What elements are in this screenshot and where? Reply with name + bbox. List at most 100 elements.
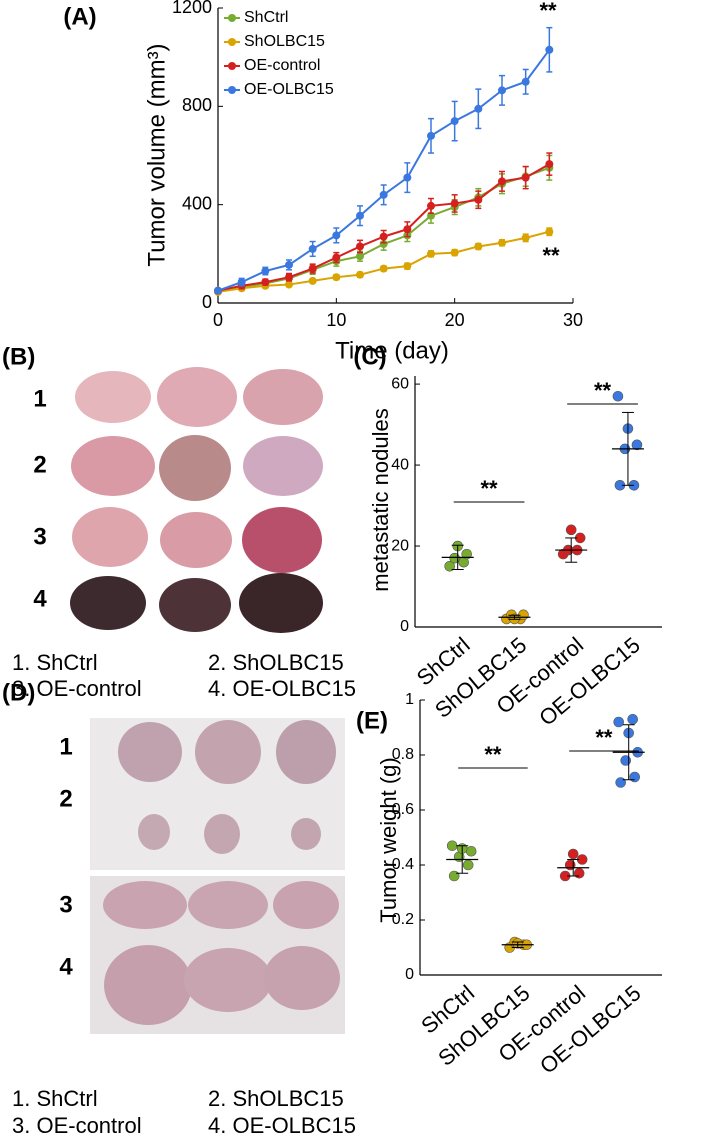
- data-point: [427, 201, 435, 210]
- data-point: [627, 713, 639, 725]
- data-point: [379, 232, 388, 241]
- data-point: [446, 840, 458, 852]
- legend-marker: [228, 38, 236, 46]
- panel-label: (A): [63, 3, 96, 30]
- significance: **: [595, 725, 613, 750]
- data-point: [450, 117, 459, 126]
- data-point: [285, 273, 293, 282]
- data-point: [448, 870, 460, 882]
- data-point: [308, 264, 317, 273]
- data-point: [356, 211, 364, 220]
- data-point: [462, 859, 474, 871]
- data-point: [545, 227, 554, 236]
- data-point: [285, 280, 293, 289]
- y-tick-label: 1: [405, 691, 414, 708]
- x-tick-label: 20: [445, 310, 465, 330]
- panel-label: (B): [2, 343, 35, 370]
- legend-label: OE-OLBC15: [244, 81, 334, 98]
- data-point: [474, 104, 483, 113]
- legend-text: 3. OE-control: [12, 1113, 142, 1138]
- data-point: [545, 160, 554, 169]
- data-point: [308, 244, 317, 253]
- y-tick-label: 400: [182, 193, 212, 213]
- legend-marker: [228, 62, 236, 70]
- legend-label: ShOLBC15: [244, 33, 325, 50]
- data-point: [573, 867, 585, 879]
- y-tick-label: 1200: [172, 0, 212, 17]
- y-tick-label: 20: [391, 537, 409, 554]
- y-tick-label: 0.6: [392, 801, 414, 818]
- data-point: [379, 240, 388, 248]
- x-tick-label: 0: [213, 310, 223, 330]
- data-point: [308, 276, 317, 285]
- legend-text: 3. OE-control: [12, 676, 142, 701]
- data-point: [332, 253, 341, 262]
- y-axis-title: Tumor weight (g): [376, 757, 401, 922]
- data-point: [450, 199, 459, 208]
- data-point: [521, 233, 530, 242]
- legend-text: 2. ShOLBC15: [208, 650, 344, 675]
- y-tick-label: 0: [400, 618, 409, 635]
- legend-marker: [228, 14, 236, 22]
- row-label: 3: [33, 523, 46, 550]
- data-point: [403, 262, 412, 271]
- legend-label: OE-control: [244, 57, 320, 74]
- significance: **: [484, 742, 502, 767]
- data-point: [356, 270, 364, 279]
- y-tick-label: 0: [405, 966, 414, 983]
- significance: **: [594, 378, 612, 403]
- data-point: [261, 278, 270, 287]
- tumor-photos: [90, 718, 345, 1034]
- y-axis-title: Tumor volume (mm³): [143, 43, 170, 266]
- significance: **: [539, 0, 557, 23]
- data-point: [498, 177, 506, 186]
- legend-marker: [228, 86, 236, 94]
- data-point: [356, 252, 364, 261]
- panel-label: (E): [356, 707, 388, 734]
- row-label: 4: [59, 953, 73, 980]
- data-point: [332, 231, 341, 240]
- data-point: [498, 238, 506, 247]
- x-tick-label: 10: [326, 310, 346, 330]
- data-point: [379, 190, 388, 199]
- data-point: [427, 131, 435, 140]
- data-point: [474, 195, 483, 204]
- data-point: [261, 267, 270, 276]
- data-point: [629, 771, 641, 783]
- data-point: [612, 390, 624, 402]
- data-point: [427, 249, 435, 258]
- x-axis-title: Time (day): [335, 337, 449, 364]
- data-point: [474, 242, 483, 251]
- significance: **: [481, 476, 499, 501]
- legend-text: 1. ShCtrl: [12, 1086, 98, 1111]
- data-point: [613, 716, 625, 728]
- legend-text: 1. ShCtrl: [12, 650, 98, 675]
- data-point: [631, 439, 643, 451]
- panel-label: (C): [353, 343, 386, 370]
- data-point: [285, 260, 293, 269]
- y-tick-label: 0: [202, 292, 212, 312]
- data-point: [450, 248, 459, 257]
- data-point: [403, 173, 412, 182]
- data-point: [332, 273, 341, 282]
- lung-photos: [70, 367, 323, 633]
- x-tick-label: 30: [563, 310, 583, 330]
- data-point: [545, 45, 554, 54]
- data-point: [521, 77, 530, 86]
- y-tick-label: 0.4: [392, 856, 414, 873]
- data-point: [444, 560, 456, 572]
- significance: **: [542, 243, 560, 268]
- data-point: [521, 173, 530, 182]
- row-label: 4: [33, 585, 47, 612]
- y-tick-label: 40: [391, 456, 409, 473]
- row-label: 1: [33, 385, 46, 412]
- legend-label: ShCtrl: [244, 9, 288, 26]
- data-point: [237, 278, 246, 287]
- y-tick-label: 0.2: [392, 911, 414, 928]
- y-tick-label: 800: [182, 95, 212, 115]
- row-label: 1: [59, 733, 72, 760]
- data-point: [567, 848, 579, 860]
- row-label: 2: [33, 451, 46, 478]
- row-label: 3: [59, 891, 72, 918]
